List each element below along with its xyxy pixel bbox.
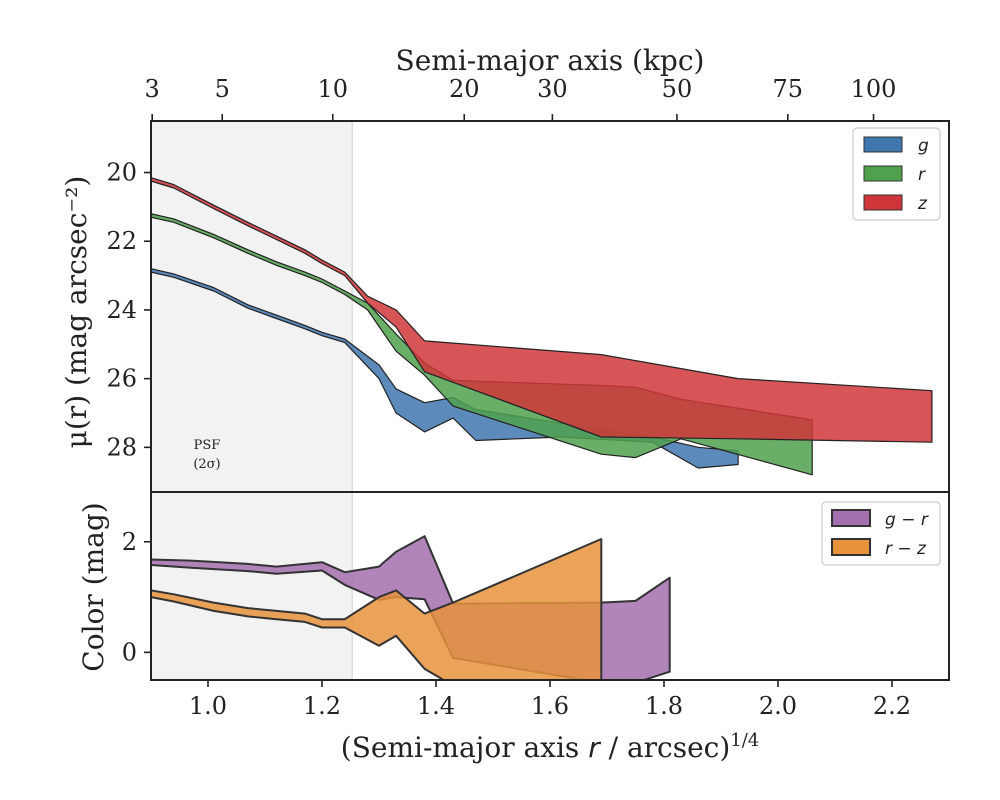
area-band-g xyxy=(151,268,739,469)
y-tick-label-top: 20 xyxy=(106,159,137,187)
legend-swatch-g xyxy=(863,136,903,153)
legend-swatch-r-z xyxy=(831,538,871,556)
x-tick-label: 2.0 xyxy=(759,692,797,720)
x-axis-label-main: (Semi-major axis xyxy=(341,731,588,764)
y-tick-label-bottom: 0 xyxy=(122,638,137,666)
legend-label-r-z: r − z xyxy=(885,539,927,559)
y-axis-label-bottom: Color (mag) xyxy=(77,502,110,671)
x-tick-label: 1.4 xyxy=(417,692,455,720)
legend-label-g-r: g − r xyxy=(885,510,929,530)
legend-top: g r z xyxy=(852,127,941,221)
top-x-tick-label: 75 xyxy=(773,75,804,103)
area-band-r-z xyxy=(151,538,603,680)
x-axis-label-mid: / arcsec) xyxy=(600,731,731,764)
legend-label-g: g xyxy=(918,136,929,156)
x-tick-label: 1.6 xyxy=(531,692,569,720)
psf-region xyxy=(151,121,353,680)
x-tick-label: 1.8 xyxy=(645,692,683,720)
legend-swatch-z xyxy=(863,194,903,211)
y-tick-label-top: 26 xyxy=(106,365,137,393)
legend-swatch-r xyxy=(863,165,903,182)
top-x-tick-label: 3 xyxy=(145,75,160,103)
x-axis-label-var: r xyxy=(588,731,601,764)
y-tick-label-top: 24 xyxy=(106,296,137,324)
psf-shaded-region xyxy=(151,121,353,680)
area-band-z xyxy=(151,177,933,443)
color-profiles xyxy=(151,535,671,680)
psf-annotation-label: PSF xyxy=(194,438,221,453)
top-x-tick-label: 5 xyxy=(215,75,230,103)
x-tick-label: 1.2 xyxy=(303,692,341,720)
x-axis-label: (Semi-major axis r / arcsec)1/4 xyxy=(341,730,759,764)
y-tick-label-top: 22 xyxy=(106,227,137,255)
y-axis-label-top: μ(r) (mag arcsec⁻²) xyxy=(60,176,93,449)
surface-brightness-profiles xyxy=(151,177,933,476)
x-tick-label: 2.2 xyxy=(873,692,911,720)
top-x-tick-label: 20 xyxy=(449,75,480,103)
y-tick-label-bottom: 2 xyxy=(122,528,137,556)
legend-swatch-g-r xyxy=(831,509,871,527)
psf-annotation-sigma: (2σ) xyxy=(193,457,220,472)
top-x-tick-label: 10 xyxy=(318,75,349,103)
legend-bottom: g − r r − z xyxy=(821,501,941,566)
y-tick-label-top: 28 xyxy=(106,433,137,461)
top-x-tick-label: 30 xyxy=(537,75,568,103)
top-x-tick-label: 100 xyxy=(851,75,897,103)
x-tick-label: 1.0 xyxy=(189,692,227,720)
top-x-tick-label: 50 xyxy=(662,75,693,103)
top-axis-label: Semi-major axis (kpc) xyxy=(396,44,705,77)
axis-ticks: 1.0 1.2 1.4 1.6 1.8 2.0 2.23 5 10 20 30 50 75 1002022… xyxy=(106,75,911,720)
legend-label-r: r xyxy=(918,165,926,185)
x-axis-label-exponent: 1/4 xyxy=(730,730,759,751)
legend-label-z: z xyxy=(917,194,928,214)
